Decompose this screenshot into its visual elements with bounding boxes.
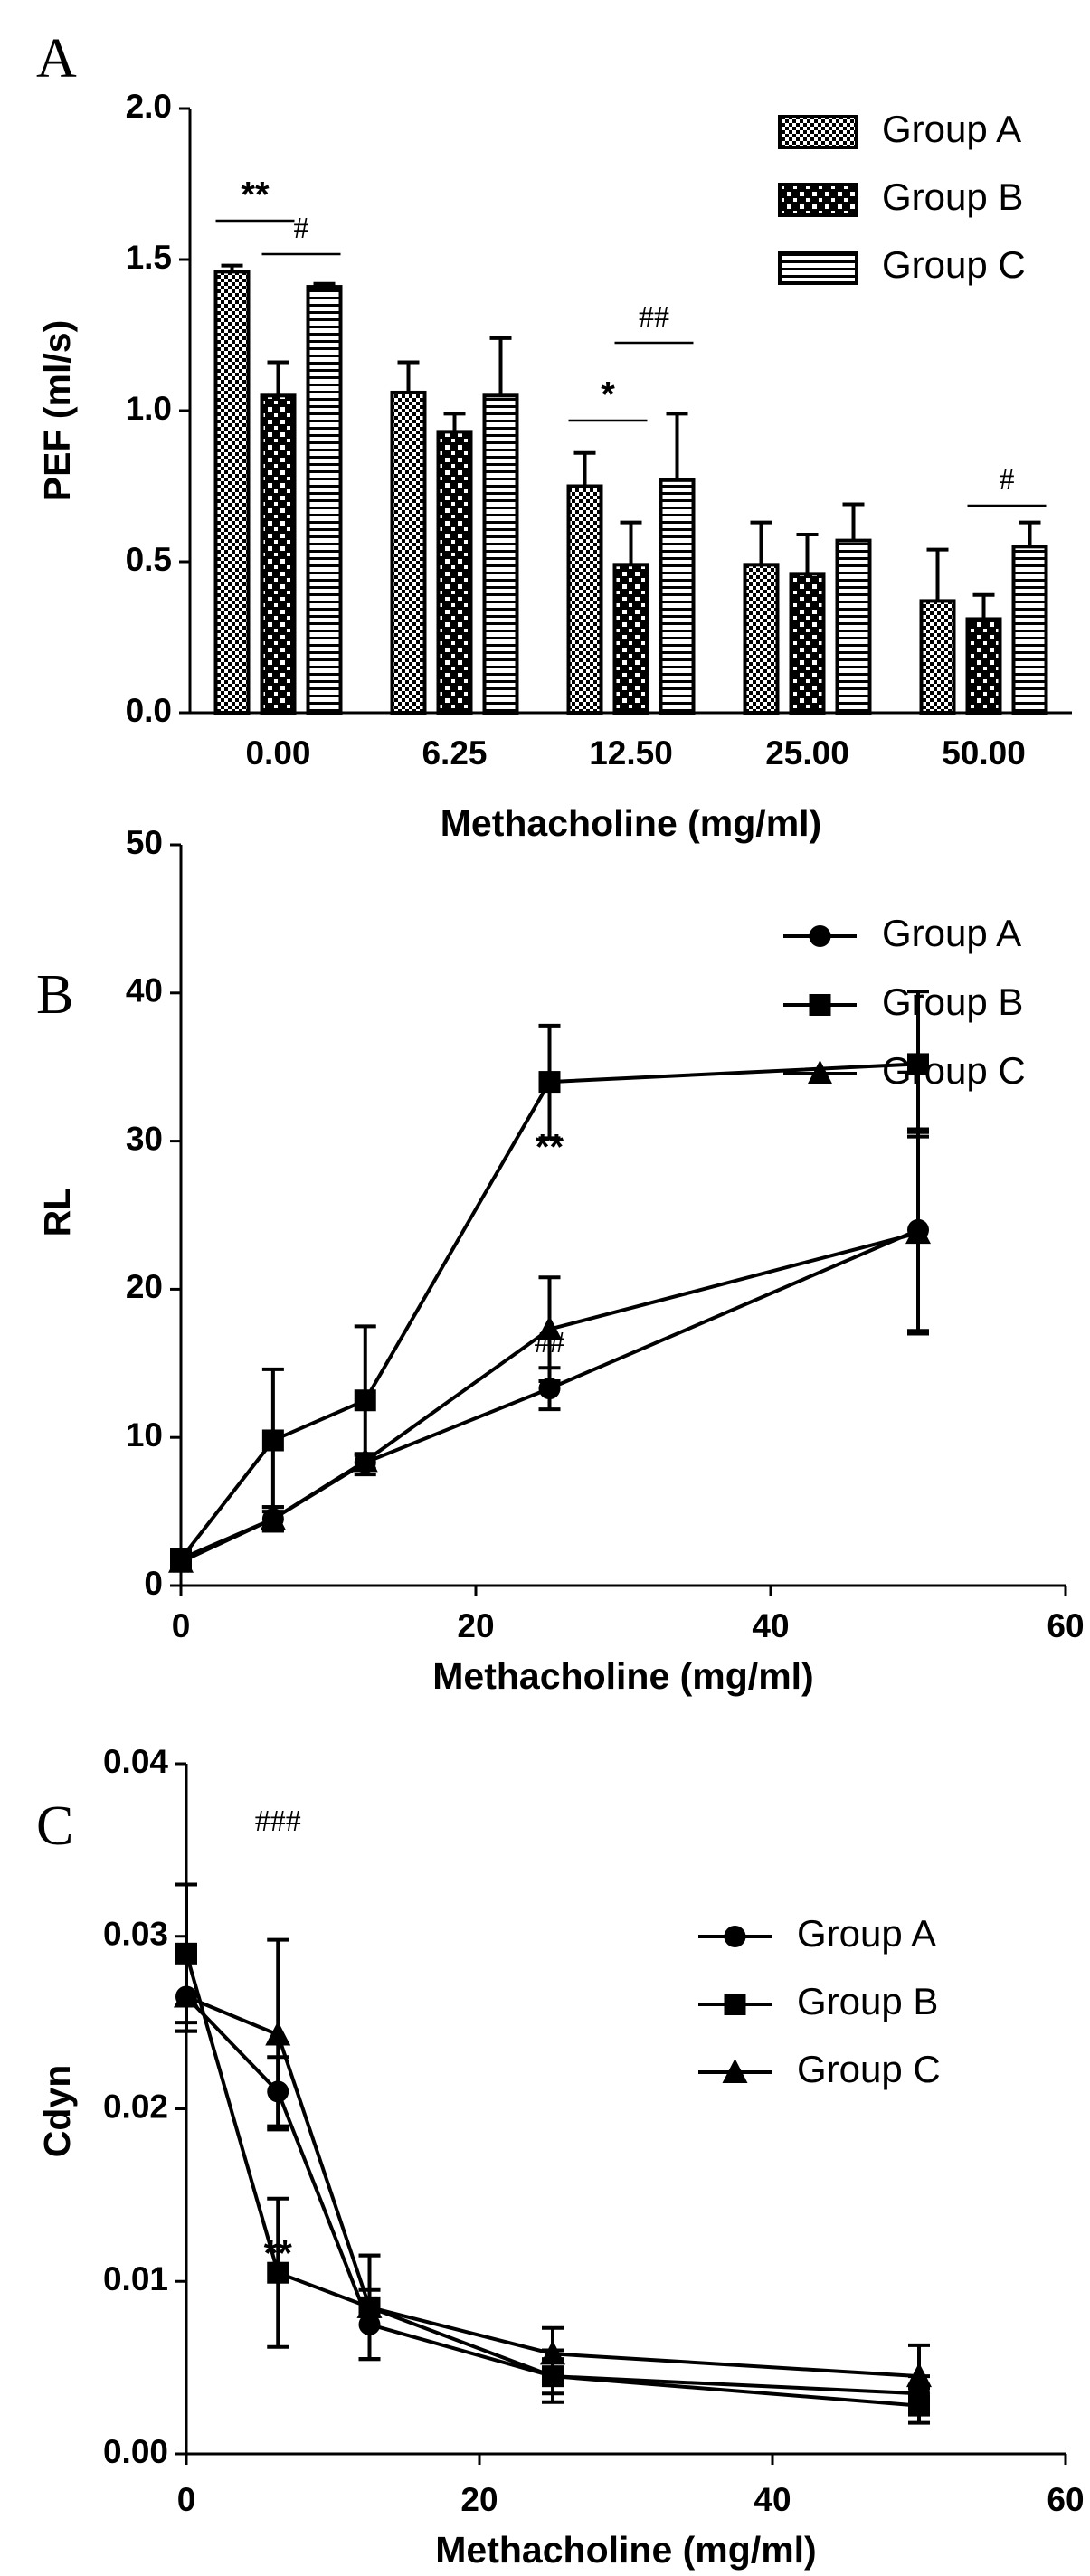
annotation: ** — [536, 1128, 564, 1168]
legend-marker — [724, 1994, 746, 2015]
annotation: ** — [241, 175, 270, 215]
legend-marker — [809, 925, 831, 947]
bar — [659, 478, 696, 715]
x-tick-label: 25.00 — [765, 734, 849, 772]
y-axis-title: PEF (ml/s) — [36, 320, 78, 501]
y-tick-label: 0.00 — [103, 2433, 168, 2470]
legend-label: Group B — [882, 980, 1023, 1023]
legend-label: Group C — [797, 2048, 941, 2090]
y-tick-label: 1.0 — [126, 390, 172, 427]
bar — [390, 390, 427, 715]
x-axis-title: Methacholine (mg/ml) — [432, 1655, 813, 1697]
legend-marker — [722, 2059, 748, 2083]
marker — [905, 1219, 931, 1245]
annotation: ### — [255, 1804, 301, 1838]
x-tick-label: 6.25 — [422, 734, 487, 772]
y-axis-title: Cdyn — [36, 2065, 78, 2158]
legend-label: Group C — [882, 243, 1026, 286]
bar — [919, 599, 956, 715]
y-tick-label: 10 — [126, 1416, 163, 1454]
x-tick-label: 50.00 — [942, 734, 1026, 772]
marker — [267, 2261, 289, 2284]
marker — [906, 2363, 932, 2388]
bar — [835, 538, 872, 715]
y-tick-label: 40 — [126, 972, 163, 1009]
legend-label: Group A — [882, 108, 1021, 150]
bar — [260, 393, 297, 715]
legend-marker — [809, 994, 831, 1016]
marker — [536, 1315, 563, 1340]
y-axis-title: RL — [36, 1188, 78, 1237]
panel-letter: B — [36, 964, 73, 1026]
annotation: * — [601, 375, 615, 415]
y-tick-label: 30 — [126, 1120, 163, 1157]
x-tick-label: 0 — [177, 2481, 196, 2518]
x-tick-label: 40 — [754, 2481, 791, 2518]
y-tick-label: 0.01 — [103, 2260, 168, 2297]
x-axis-title: Methacholine (mg/ml) — [441, 802, 821, 844]
legend-label: Group C — [882, 1049, 1026, 1092]
x-tick-label: 12.50 — [589, 734, 673, 772]
x-tick-label: 20 — [457, 1607, 494, 1644]
y-tick-label: 0.03 — [103, 1916, 168, 1953]
y-tick-label: 2.0 — [126, 88, 172, 125]
legend-label: Group A — [882, 912, 1021, 954]
marker — [174, 1983, 199, 2008]
marker — [538, 1071, 561, 1094]
x-tick-label: 40 — [752, 1607, 789, 1644]
legend-marker — [724, 1926, 746, 1947]
y-tick-label: 0 — [144, 1565, 163, 1602]
y-tick-label: 0.0 — [126, 692, 172, 729]
annotation: ** — [264, 2234, 293, 2274]
legend-label: Group B — [797, 1980, 938, 2022]
panel-letter: C — [36, 1795, 73, 1857]
marker — [907, 1053, 929, 1075]
legend-swatch — [778, 115, 858, 149]
bar — [1011, 545, 1048, 715]
bar — [566, 484, 603, 715]
legend-swatch — [778, 183, 858, 217]
y-tick-label: 20 — [126, 1268, 163, 1305]
annotation: ## — [639, 300, 669, 334]
bar — [612, 563, 649, 715]
annotation: # — [294, 212, 309, 245]
marker — [260, 1505, 286, 1530]
marker — [538, 1378, 561, 1400]
marker — [352, 1447, 378, 1473]
marker — [354, 1389, 376, 1412]
bar — [306, 285, 343, 715]
y-tick-label: 0.04 — [103, 1743, 168, 1780]
annotation: # — [1000, 463, 1015, 497]
legend-marker — [807, 1060, 833, 1084]
y-tick-label: 1.5 — [126, 239, 172, 276]
legend-label: Group B — [882, 175, 1023, 218]
x-axis-title: Methacholine (mg/ml) — [435, 2529, 816, 2571]
marker — [261, 1429, 284, 1452]
x-tick-label: 20 — [460, 2481, 498, 2518]
bar — [743, 563, 780, 715]
bar — [213, 270, 251, 715]
y-tick-label: 0.02 — [103, 2088, 168, 2125]
y-tick-label: 0.5 — [126, 541, 172, 578]
bar — [789, 572, 826, 715]
y-tick-label: 50 — [126, 824, 163, 861]
marker — [168, 1548, 194, 1573]
x-tick-label: 0 — [172, 1607, 191, 1644]
marker — [540, 2340, 565, 2365]
legend-label: Group A — [797, 1912, 936, 1955]
panel-letter: A — [36, 28, 77, 90]
marker — [265, 2021, 291, 2046]
x-tick-label: 0.00 — [245, 734, 310, 772]
x-tick-label: 60 — [1047, 1607, 1084, 1644]
marker — [356, 2293, 383, 2318]
bar — [482, 393, 519, 715]
x-tick-label: 60 — [1047, 2481, 1084, 2518]
legend-swatch — [778, 251, 858, 285]
bar — [965, 617, 1002, 715]
bar — [436, 430, 473, 715]
annotation: ## — [535, 1326, 565, 1359]
